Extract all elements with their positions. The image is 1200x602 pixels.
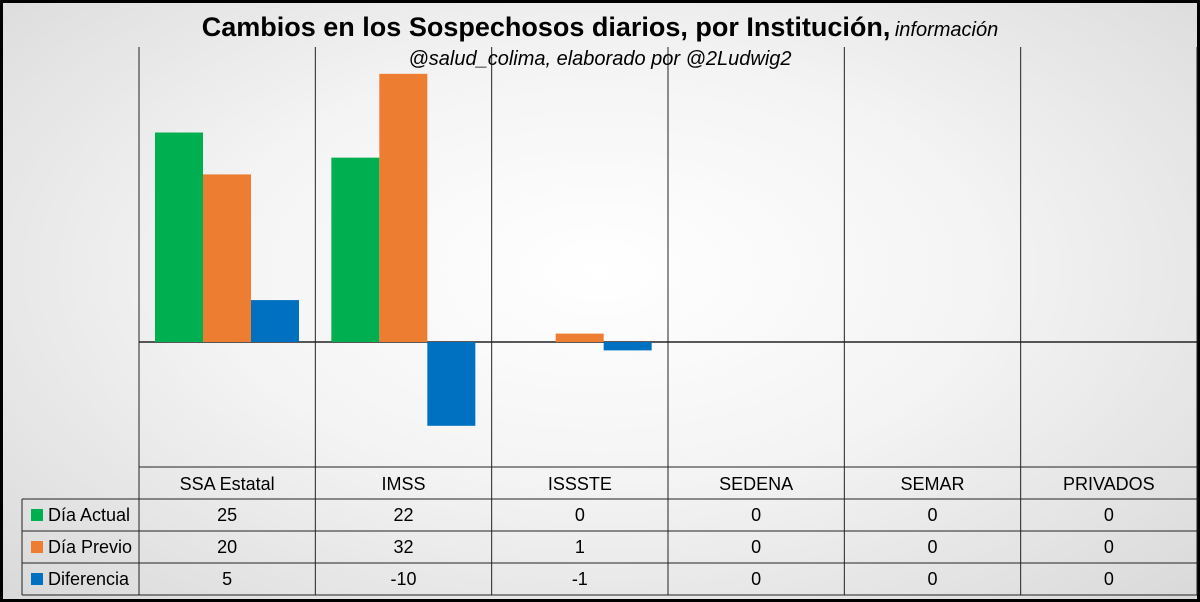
bar-dia-previo-imss [379,73,428,342]
table-value-dia-previo-imss: 32 [393,537,413,557]
table-value-dia-actual-imss: 22 [393,505,413,525]
category-label-semar: SEMAR [900,474,964,494]
chart-title-block: Cambios en los Sospechosos diarios, por … [0,12,1200,70]
category-label-imss: IMSS [381,474,425,494]
bar-dia-previo-ssa-estatal [203,174,251,342]
bar-dia-previo-issste [555,333,604,342]
table-value-diferencia-issste: -1 [572,569,588,589]
chart-title: Cambios en los Sospechosos diarios, por … [201,12,891,42]
category-label-issste: ISSSTE [548,474,612,494]
chart-subtitle-part2: @salud_colima, elaborado por @2Ludwig2 [408,48,792,70]
table-value-dia-previo-privados: 0 [1104,537,1114,557]
legend-label-dia-actual: Día Actual [48,505,130,525]
legend-key-dia-actual [31,509,43,521]
table-value-dia-actual-issste: 0 [575,505,585,525]
table-value-diferencia-privados: 0 [1104,569,1114,589]
bar-diferencia-imss [427,342,476,426]
bar-dia-actual-imss [331,157,380,342]
table-value-dia-previo-semar: 0 [927,537,937,557]
table-value-dia-previo-sedena: 0 [751,537,761,557]
table-value-dia-previo-ssa-estatal: 20 [217,537,237,557]
table-value-diferencia-imss: -10 [390,569,416,589]
category-label-sedena: SEDENA [719,474,793,494]
table-value-dia-previo-issste: 1 [575,537,585,557]
bar-diferencia-issste [603,342,652,351]
bar-diferencia-ssa-estatal [251,300,299,342]
chart-subtitle-part1: información [894,19,999,41]
legend-label-dia-previo: Día Previo [48,537,132,557]
table-value-diferencia-semar: 0 [927,569,937,589]
table-value-dia-actual-sedena: 0 [751,505,761,525]
table-value-dia-actual-privados: 0 [1104,505,1114,525]
legend-label-diferencia: Diferencia [48,569,130,589]
table-value-diferencia-sedena: 0 [751,569,761,589]
legend-key-diferencia [31,573,43,585]
table-value-dia-actual-ssa-estatal: 25 [217,505,237,525]
table-value-dia-actual-semar: 0 [927,505,937,525]
bar-dia-actual-ssa-estatal [155,132,203,342]
table-value-diferencia-ssa-estatal: 5 [222,569,232,589]
category-label-privados: PRIVADOS [1063,474,1155,494]
category-label-ssa-estatal: SSA Estatal [180,474,275,494]
legend-key-dia-previo [31,541,43,553]
